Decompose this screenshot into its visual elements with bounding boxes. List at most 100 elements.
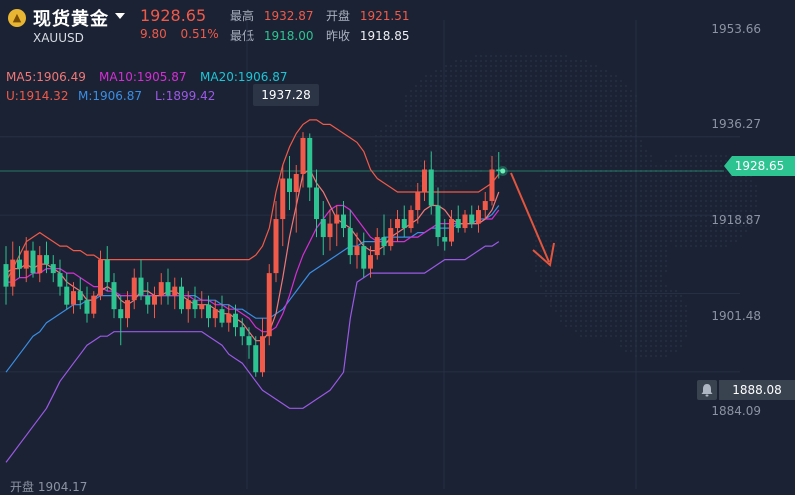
candle-body	[64, 286, 70, 305]
candle-body	[152, 295, 157, 305]
candle-body	[57, 273, 63, 287]
candle-body	[496, 169, 502, 172]
candle-body	[233, 313, 238, 328]
candle-body	[455, 219, 461, 229]
candle-body	[192, 300, 198, 310]
candle-body	[10, 259, 16, 287]
chevron-down-icon[interactable]	[115, 13, 125, 19]
high-tooltip: 1937.28	[253, 84, 319, 106]
price-change: 9.80 0.51%	[140, 27, 219, 41]
instrument-name[interactable]: 现货黄金	[33, 9, 109, 30]
y-tick-label: 1953.66	[711, 22, 761, 36]
candle-body	[489, 169, 495, 202]
last-price-dot	[500, 168, 506, 174]
candle-body	[476, 210, 481, 224]
candle-body	[179, 286, 184, 310]
candle-body	[361, 246, 367, 269]
low-label: 最低	[230, 29, 255, 43]
candle-body	[469, 214, 475, 224]
candle-body	[314, 187, 319, 220]
candle-body	[287, 178, 292, 193]
candle-body	[395, 219, 400, 229]
candle-body	[165, 282, 171, 296]
candle-body	[260, 336, 265, 373]
candle-body	[37, 255, 43, 274]
last-price: 1928.65	[140, 6, 207, 25]
boll-upper-legend: U:1914.32	[6, 89, 69, 103]
candle-body	[442, 237, 448, 242]
candle-body	[111, 282, 117, 310]
candle-body	[266, 273, 272, 337]
ma10-legend: MA10:1905.87	[99, 70, 187, 84]
candle-body	[23, 250, 29, 269]
instrument-code: XAUUSD	[33, 31, 84, 45]
candle-body	[145, 295, 151, 305]
candle-body	[246, 336, 252, 346]
candle-body	[199, 304, 205, 310]
candle-body	[381, 237, 387, 247]
y-tick-label: 1918.87	[711, 213, 761, 227]
prev-close-value: 1918.85	[359, 29, 410, 43]
candle-body	[44, 255, 49, 265]
change-value: 9.80	[140, 27, 167, 41]
candle-body	[17, 259, 22, 269]
candle-body	[273, 219, 279, 274]
quote-header: ▲ 现货黄金 XAUUSD 1928.65 9.80 0.51% 最高 1932…	[0, 0, 795, 50]
candle-body	[415, 192, 421, 211]
candle-body	[374, 237, 380, 256]
candle-body	[368, 255, 373, 269]
open-stat: 开盘 1921.51	[326, 7, 409, 24]
price-alert-value[interactable]: 1888.08	[719, 380, 795, 400]
forecast-arrow	[510, 172, 550, 263]
candle-body	[354, 246, 360, 256]
gold-coin-icon: ▲	[8, 9, 26, 27]
high-label: 最高	[230, 9, 255, 23]
candle-body	[280, 178, 286, 220]
candle-body	[158, 282, 164, 296]
y-tick-label: 1936.27	[711, 117, 761, 131]
candle-body	[422, 169, 427, 193]
current-price-tag: 1928.65	[724, 156, 795, 176]
candle-body	[206, 304, 211, 319]
prev-close-stat: 昨收 1918.85	[326, 27, 409, 44]
candle-body	[300, 137, 306, 174]
candle-body	[77, 291, 83, 301]
candle-body	[71, 291, 76, 305]
ma10-line	[6, 204, 500, 333]
open-label: 开盘	[326, 9, 351, 23]
candle-body	[482, 201, 488, 211]
open-value: 1921.51	[359, 9, 410, 23]
bell-icon[interactable]	[697, 380, 717, 400]
change-percent: 0.51%	[180, 27, 219, 41]
candle-body	[226, 313, 232, 323]
candle-body	[219, 309, 225, 323]
candle-body	[3, 264, 9, 287]
prev-close-label: 昨收	[326, 29, 351, 43]
candle-body	[172, 286, 178, 296]
candle-body	[320, 219, 326, 238]
candle-body	[388, 228, 394, 247]
candle-body	[125, 300, 130, 319]
candle-body	[118, 309, 124, 319]
candle-body	[91, 295, 97, 314]
candle-body	[449, 219, 454, 242]
candle-body	[84, 300, 90, 314]
candle-body	[347, 228, 353, 256]
y-tick-label: 1901.48	[711, 309, 761, 323]
boll-upper-line	[5, 119, 500, 283]
candle-body	[307, 137, 313, 188]
open-price-label: 开盘 1904.17	[10, 480, 88, 494]
candle-body	[50, 264, 56, 274]
forecast-arrow-head	[532, 242, 555, 267]
boll-mid-legend: M:1906.87	[78, 89, 143, 103]
candle-body	[428, 169, 434, 206]
boll-lower-legend: L:1899.42	[155, 89, 216, 103]
candle-body	[30, 250, 36, 274]
candle-body	[334, 214, 340, 224]
candle-body	[462, 214, 468, 229]
high-value: 1932.87	[263, 9, 314, 23]
candle-body	[408, 210, 414, 229]
low-value: 1918.00	[263, 29, 314, 43]
candle-body	[138, 277, 144, 296]
